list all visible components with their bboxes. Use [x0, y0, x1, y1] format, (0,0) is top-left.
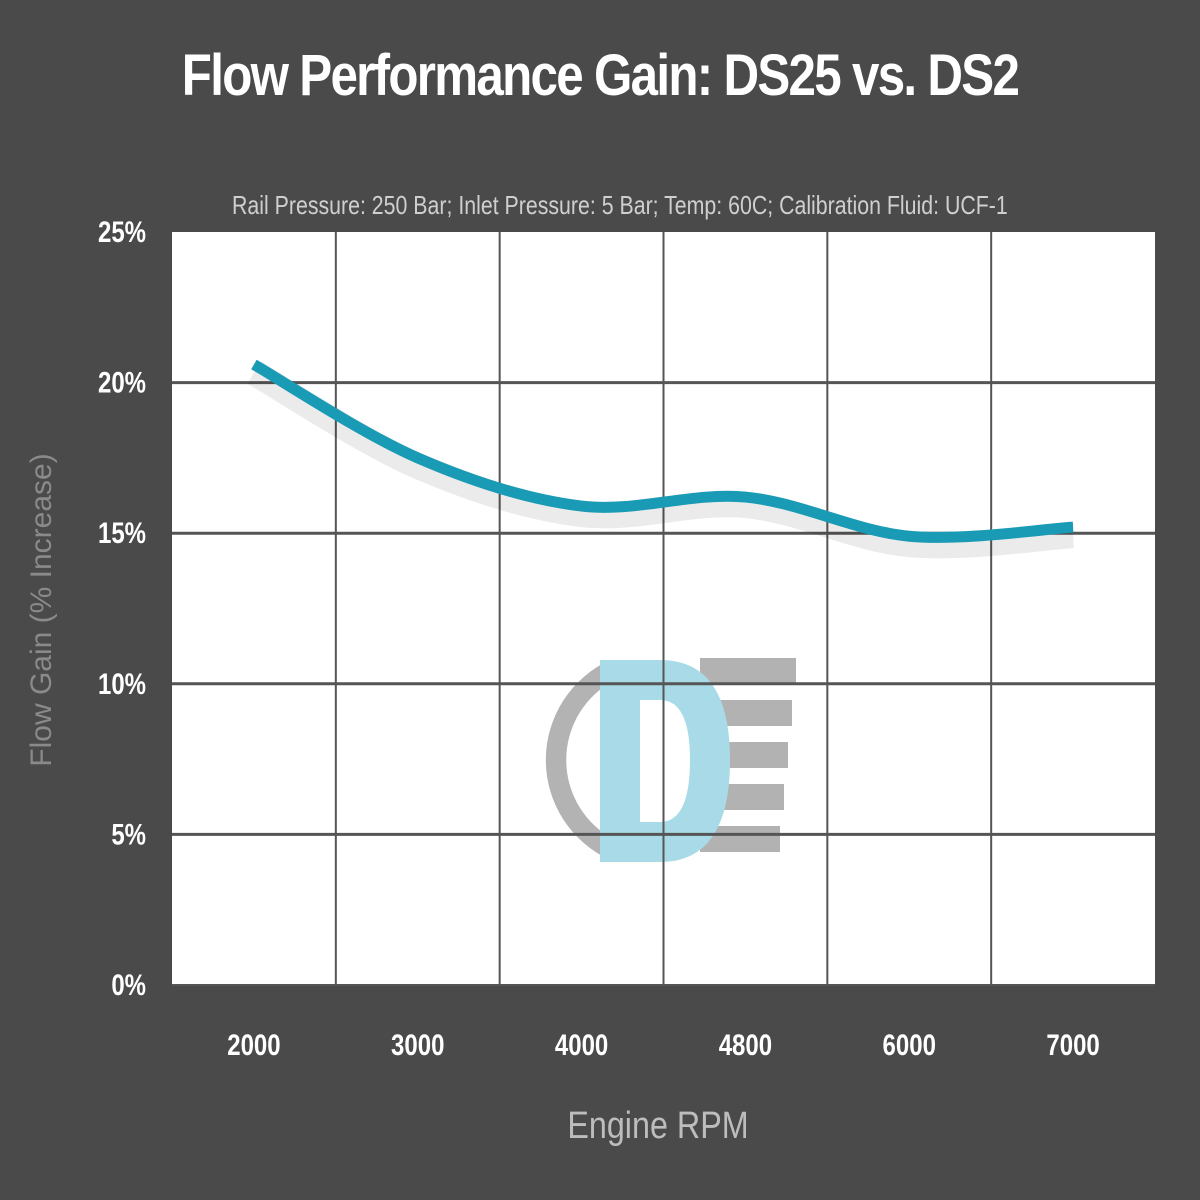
- x-axis-label: Engine RPM: [567, 1105, 749, 1147]
- y-tick-label: 5%: [111, 817, 146, 851]
- series-line: [251, 359, 1074, 543]
- x-tick-label: 4000: [555, 1027, 608, 1061]
- chart-title: Flow Performance Gain: DS25 vs. DS2: [181, 43, 1020, 108]
- y-tick-label: 20%: [98, 365, 146, 399]
- x-tick-label: 4800: [719, 1027, 772, 1061]
- watermark-logo: [545, 658, 796, 862]
- x-tick-label: 7000: [1046, 1027, 1099, 1061]
- x-tick-label: 6000: [883, 1027, 936, 1061]
- x-tick-label: 3000: [391, 1027, 444, 1061]
- chart-subtitle: Rail Pressure: 250 Bar; Inlet Pressure: …: [232, 190, 1008, 220]
- series-line-shadow: [247, 361, 1074, 559]
- y-tick-label: 15%: [98, 516, 146, 550]
- x-tick-label: 2000: [227, 1027, 280, 1061]
- y-tick-label: 25%: [98, 214, 146, 248]
- y-axis-label: Flow Gain (% Increase): [25, 453, 58, 767]
- y-tick-label: 0%: [111, 967, 146, 1001]
- y-tick-label: 10%: [98, 666, 146, 700]
